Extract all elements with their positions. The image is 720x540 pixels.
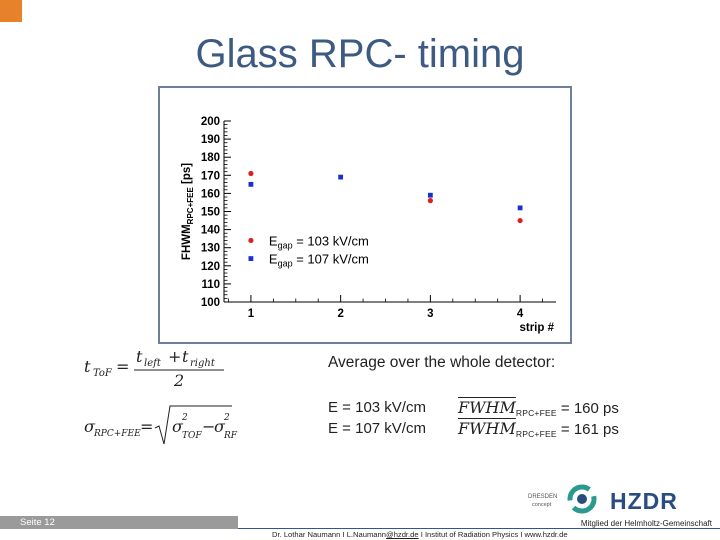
tof-formula: t ToF = t left + t right 2 xyxy=(84,346,244,390)
dresden-logo-line2: concept xyxy=(532,502,552,508)
svg-text:TOF: TOF xyxy=(182,431,202,441)
helmholtz-member-text: Mitglied der Helmholtz-Gemeinschaft xyxy=(580,519,712,528)
svg-text:t: t xyxy=(182,347,189,366)
svg-text:t: t xyxy=(136,347,143,366)
data-point-103 xyxy=(427,198,433,204)
svg-text:left: left xyxy=(144,358,162,369)
sigma-formula: σ RPC+FEE = σ 2 TOF − σ 2 RF xyxy=(84,400,244,448)
x-tick-label: 2 xyxy=(337,308,343,320)
y-tick-label: 100 xyxy=(201,297,220,309)
fwhm-subscript: RPC+FEE xyxy=(515,408,557,418)
strip-timing-chart: 100 110 120 130 140 150 160 170 180 190 200 1 2 3 4 str… xyxy=(181,116,556,334)
credit-email-link[interactable]: @hzdr.de xyxy=(385,530,419,539)
svg-text:σ: σ xyxy=(214,417,226,436)
average-heading: Average over the whole detector: xyxy=(328,354,556,371)
footer-divider xyxy=(238,528,720,529)
credit-suffix: I Institut of Radiation Physics I www.hz… xyxy=(418,530,568,539)
svg-text:σ: σ xyxy=(172,417,184,436)
y-tick-label: 140 xyxy=(201,225,220,237)
hzdr-logo: HZDR xyxy=(610,488,678,514)
fwhm-subscript: RPC+FEE xyxy=(515,429,557,439)
average-row-107: E = 107 kV/cm xyxy=(328,420,426,437)
data-point-107 xyxy=(427,192,433,198)
data-point-107 xyxy=(517,205,523,211)
fwhm-symbol: FWHM xyxy=(458,398,516,417)
fwhm-value: = 161 ps xyxy=(556,421,619,438)
svg-text:right: right xyxy=(190,358,216,369)
data-point-103 xyxy=(248,170,254,177)
x-tick-label: 3 xyxy=(427,308,433,320)
y-tick-label: 120 xyxy=(201,261,220,273)
x-axis-label: strip # xyxy=(519,322,554,334)
y-tick-label: 170 xyxy=(201,170,220,182)
e-field-label: E = 103 kV/cm xyxy=(328,399,426,416)
dresden-concept-logo: DRESDEN concept xyxy=(528,484,597,514)
svg-text:σ: σ xyxy=(84,417,96,436)
data-point-107 xyxy=(248,181,254,187)
y-tick-label: 190 xyxy=(201,134,220,146)
legend-label: Egap = 107 kV/cm xyxy=(269,252,369,269)
legend-label: Egap = 103 kV/cm xyxy=(269,233,369,250)
fwhm-row-107: FWHMRPC+FEE = 161 ps xyxy=(458,419,619,439)
legend-marker xyxy=(248,256,254,261)
fwhm-symbol: FWHM xyxy=(458,419,516,438)
data-point-107 xyxy=(338,174,344,180)
x-tick-label: 4 xyxy=(517,308,524,320)
credit-prefix: Dr. Lothar Naumann I L.Naumann xyxy=(272,530,386,539)
e-field-label: E = 107 kV/cm xyxy=(328,420,426,437)
x-tick-label: 1 xyxy=(248,308,255,320)
svg-text:=: = xyxy=(116,357,129,376)
y-tick-label: 150 xyxy=(201,207,220,219)
footer-credit: Dr. Lothar Naumann I L.Naumann@hzdr.de I… xyxy=(272,530,568,539)
svg-text:t: t xyxy=(84,357,91,376)
page-number: Seite 12 xyxy=(20,517,55,528)
y-axis-label: FHWMRPC+FEE [ps] xyxy=(181,163,195,260)
tof-formula-svg: t ToF = t left + t right 2 xyxy=(84,347,224,390)
corner-accent xyxy=(0,0,22,22)
svg-text:2: 2 xyxy=(173,371,184,390)
y-tick-label: 130 xyxy=(201,243,220,255)
y-tick-label: 180 xyxy=(201,152,220,164)
y-tick-label: 160 xyxy=(201,188,220,200)
svg-text:RPC+FEE: RPC+FEE xyxy=(93,429,141,439)
legend-marker xyxy=(248,237,254,244)
y-tick-label: 110 xyxy=(201,279,220,291)
svg-text:−: − xyxy=(202,417,215,436)
dresden-logo-line1: DRESDEN xyxy=(528,494,557,500)
fwhm-value: = 160 ps xyxy=(556,400,619,417)
svg-text:RF: RF xyxy=(223,431,238,441)
y-tick-label: 200 xyxy=(201,116,220,128)
svg-text:=: = xyxy=(140,417,153,436)
sigma-formula-svg: σ RPC+FEE = σ 2 TOF − σ 2 RF xyxy=(84,405,238,445)
chart-frame: 100 110 120 130 140 150 160 170 180 190 200 1 2 3 4 str… xyxy=(158,86,572,344)
svg-text:+: + xyxy=(168,347,181,366)
svg-text:2: 2 xyxy=(223,413,230,423)
svg-text:2: 2 xyxy=(181,413,188,423)
slide-title: Glass RPC- timing xyxy=(195,32,525,76)
average-row-103: E = 103 kV/cm xyxy=(328,399,426,416)
svg-text:ToF: ToF xyxy=(93,368,113,379)
data-point-103 xyxy=(517,217,523,224)
footer-bar xyxy=(0,516,238,529)
fwhm-row-103: FWHMRPC+FEE = 160 ps xyxy=(458,398,619,418)
